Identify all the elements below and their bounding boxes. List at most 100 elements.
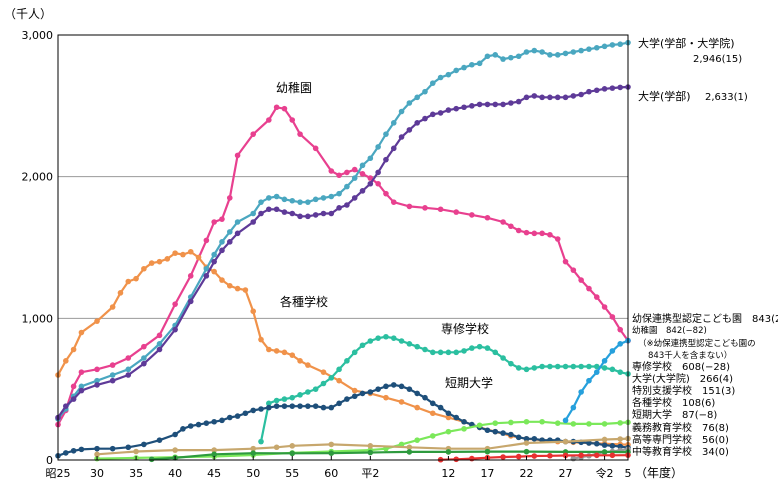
data-point [492,52,499,58]
data-point [593,87,600,94]
data-point [258,438,264,445]
data-point [586,377,592,384]
x-tick-label: 17 [480,467,494,480]
data-point [359,342,366,349]
data-point [429,433,436,439]
data-point [172,447,178,453]
data-point [484,101,491,108]
data-point [344,358,350,364]
data-point [523,418,530,425]
data-point [562,50,569,57]
data-point [180,426,186,432]
data-point [586,285,592,292]
data-point [601,449,608,455]
data-point [547,94,553,101]
data-point [219,417,225,424]
data-point [375,169,381,176]
data-point [320,195,327,201]
data-point [383,131,389,137]
data-point [226,239,233,245]
data-point [351,387,358,394]
data-point [156,341,163,347]
data-point [359,162,366,169]
data-point [484,53,491,60]
data-point [461,64,467,71]
data-point [422,205,428,211]
data-point [297,199,303,205]
label-univ-all: 大学(学部・大学院) [638,36,735,50]
data-point [586,363,592,370]
data-point [117,290,124,296]
data-point [328,168,335,174]
legend-entry: 幼保連携型認定こども園 843(22) [632,312,778,325]
data-point [500,454,506,460]
data-point [289,197,296,204]
data-point [63,403,69,409]
data-point [297,358,303,364]
data-point [70,383,77,390]
data-point [281,349,288,356]
data-point [578,363,584,370]
data-point [539,363,545,370]
data-point [437,349,444,356]
data-point [195,421,202,428]
data-point [570,49,577,55]
data-point [476,101,483,108]
data-point [601,358,608,364]
data-point [266,404,272,411]
data-point [554,52,561,58]
data-point [578,91,584,98]
data-point [601,436,608,443]
data-point [234,285,241,292]
data-point [211,447,217,453]
data-point [273,104,280,111]
data-point [593,294,600,300]
data-point [351,195,358,201]
data-point [78,446,85,453]
data-point [469,103,475,109]
data-point [398,441,405,448]
plot-frame [57,34,629,461]
data-point [601,365,608,371]
data-point [453,349,460,356]
data-point [320,369,327,375]
data-point [570,267,577,273]
data-point [219,277,225,283]
x-tick-label: 45 [207,467,221,480]
data-point [422,115,428,122]
data-point [109,304,116,310]
data-point [383,156,389,163]
data-point [297,403,303,409]
data-point [70,396,77,402]
data-point [523,435,530,442]
data-point [554,420,561,426]
data-point [570,421,577,427]
data-point [422,394,428,401]
data-point [570,404,577,411]
legend-entry: 短期大学 87(−8) [632,408,717,421]
data-point [289,403,296,409]
data-point [515,365,522,371]
data-point [367,338,374,344]
label-junior-college: 短期大学 [445,375,493,390]
legend-entry: 各種学校 108(6) [632,396,715,409]
data-point [484,448,491,455]
data-point [562,363,569,370]
x-unit-label: （年度） [635,465,683,480]
data-point [359,390,366,397]
data-point [461,426,467,432]
data-point [226,195,233,201]
data-point [484,214,491,221]
data-point [172,431,178,438]
data-point [601,304,608,310]
data-point [273,403,280,409]
data-point [281,105,288,112]
data-point [609,452,616,459]
data-point [500,219,506,225]
data-point [406,449,413,455]
data-point [406,127,413,133]
data-point [570,363,577,370]
data-point [94,318,100,324]
right-legend: 幼保連携型認定こども園 843(22)幼稚園 842(−82) （※幼保連携型認定… [632,312,778,458]
data-point [586,440,592,446]
